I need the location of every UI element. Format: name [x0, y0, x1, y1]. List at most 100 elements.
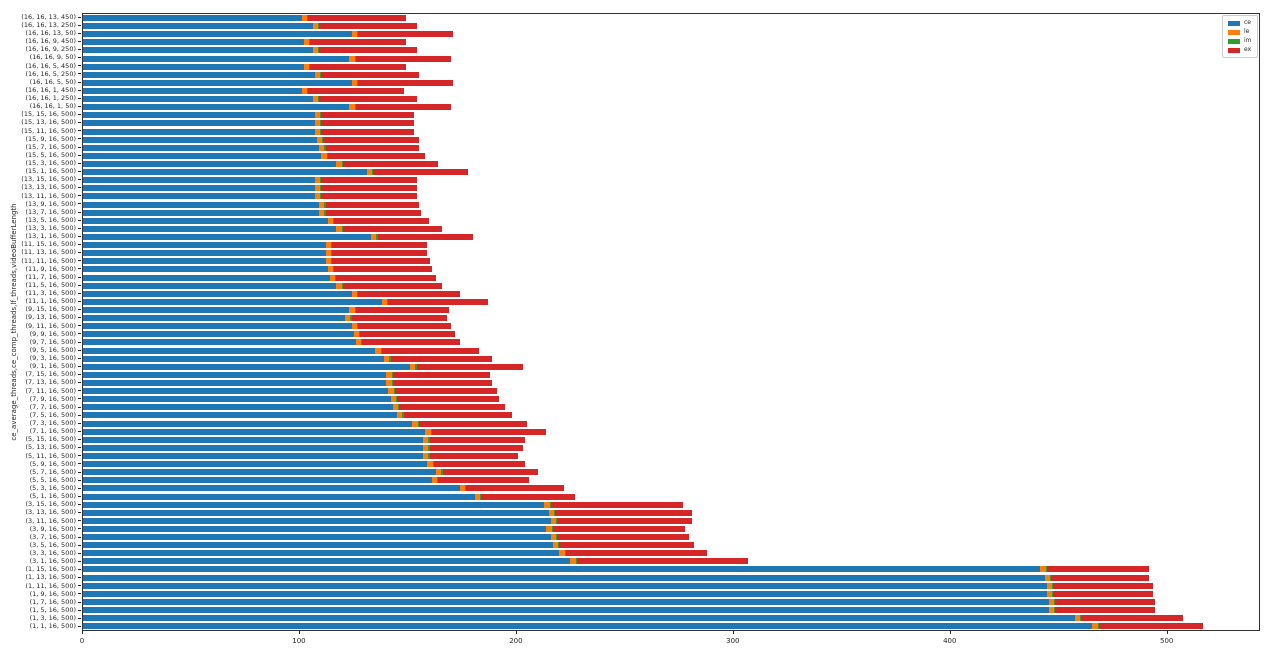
bar-segment-im: [387, 298, 389, 305]
x-axis: 0 100 200 300 400 500: [80, 631, 1260, 653]
bar-segment-ce: [83, 161, 337, 168]
x-tick-mark: [298, 631, 300, 634]
bar-segment-ex: [358, 79, 454, 86]
y-tick-label: (16, 16, 1, 50): [0, 102, 81, 110]
y-tick-label: (3, 13, 16, 500): [0, 509, 81, 517]
stacked-bar: [83, 550, 1259, 557]
legend-swatch-ex-icon: [1228, 47, 1240, 53]
bar-segment-im: [376, 234, 378, 240]
bar-segment-im: [1045, 566, 1047, 573]
bar-segment-im: [556, 534, 558, 541]
bar-segment-im: [330, 250, 333, 257]
bar-row: [83, 46, 1259, 54]
stacked-bar: [83, 225, 1259, 232]
bar-segment-im: [341, 161, 343, 168]
bar-segment-ex: [323, 136, 419, 143]
stacked-bar: [83, 306, 1259, 313]
stacked-bar: [83, 404, 1259, 411]
y-tick-label: (5, 7, 16, 500): [0, 468, 81, 476]
bar-segment-im: [330, 258, 333, 265]
bar-segment-le: [436, 469, 442, 476]
y-tick-label: (5, 15, 16, 500): [0, 436, 81, 444]
bar-row: [83, 87, 1259, 95]
y-tick-label: (15, 9, 16, 500): [0, 135, 81, 143]
stacked-bar: [83, 477, 1259, 484]
bar-row: [83, 395, 1259, 403]
bar-segment-le: [353, 331, 360, 338]
bar-segment-ex: [377, 234, 473, 240]
x-tick-label: 300: [726, 637, 740, 645]
bar-row: [83, 233, 1259, 241]
stacked-bar: [83, 71, 1259, 78]
bar-segment-ce: [83, 388, 389, 395]
bar-segment-ex: [355, 55, 452, 62]
y-tick-label: (9, 7, 16, 500): [0, 338, 81, 346]
bar-segment-ce: [83, 485, 460, 492]
bar-segment-ce: [83, 63, 304, 70]
bar-segment-im: [402, 412, 404, 419]
legend-item-le: le: [1228, 29, 1252, 35]
stacked-bar: [83, 290, 1259, 297]
stacked-bar: [83, 607, 1259, 614]
bar-segment-im: [341, 282, 343, 289]
bar-segment-ex: [433, 461, 525, 468]
bar-segment-ce: [83, 607, 1049, 614]
bar-segment-ex: [319, 47, 417, 54]
stacked-bar: [83, 266, 1259, 273]
stacked-bar: [83, 420, 1259, 427]
y-tick-label: (1, 1, 16, 500): [0, 622, 81, 630]
bar-row: [83, 314, 1259, 322]
bar-segment-le: [329, 274, 336, 281]
bar-segment-im: [432, 461, 434, 468]
bar-segment-im: [309, 63, 311, 70]
bar-row: [83, 557, 1259, 565]
bar-row: [83, 322, 1259, 330]
bar-segment-ce: [83, 144, 320, 151]
legend-label-ex: ex: [1244, 46, 1252, 53]
bar-segment-ce: [83, 128, 315, 135]
bar-segment-im: [415, 363, 417, 370]
bar-segment-ex: [559, 542, 694, 549]
bar-segment-ex: [1053, 582, 1153, 589]
stacked-bar: [83, 23, 1259, 30]
y-tick-label: (1, 11, 16, 500): [0, 582, 81, 590]
bar-segment-im: [389, 355, 391, 362]
stacked-bar: [83, 128, 1259, 135]
bar-segment-ce: [83, 217, 328, 224]
bar-row: [83, 574, 1259, 582]
bar-segment-le: [410, 363, 416, 370]
bar-segment-ex: [429, 452, 519, 459]
bar-segment-im: [558, 542, 560, 549]
bar-segment-ce: [83, 623, 1093, 630]
bar-segment-im: [320, 112, 322, 119]
y-tick-label: (16, 16, 9, 50): [0, 54, 81, 62]
bar-segment-ex: [392, 371, 491, 378]
stacked-bar: [83, 39, 1259, 46]
stacked-bar: [83, 15, 1259, 22]
bar-segment-ex: [342, 161, 439, 168]
bar-segment-le: [1046, 590, 1053, 597]
bar-row: [83, 598, 1259, 606]
bar-row: [83, 501, 1259, 509]
stacked-bar: [83, 371, 1259, 378]
x-tick-mark: [82, 631, 83, 634]
stacked-bar: [83, 209, 1259, 216]
bar-segment-ce: [83, 298, 382, 305]
bar-segment-ex: [321, 193, 417, 200]
bar-segment-le: [412, 420, 418, 427]
bar-segment-ce: [83, 517, 551, 524]
bar-row: [83, 614, 1259, 622]
bar-segment-le: [312, 23, 318, 30]
bar-segment-le: [345, 315, 351, 322]
bar-row: [83, 517, 1259, 525]
bar-rows-container: [83, 14, 1259, 630]
legend-label-ce: ce: [1244, 19, 1251, 26]
bar-segment-ex: [431, 428, 547, 435]
y-tick-label: (13, 1, 16, 500): [0, 232, 81, 240]
y-tick-label: (7, 7, 16, 500): [0, 403, 81, 411]
bar-row: [83, 176, 1259, 184]
bar-segment-ex: [334, 217, 430, 224]
bar-segment-le: [321, 152, 327, 159]
bar-segment-ce: [83, 242, 326, 249]
bar-segment-ex: [342, 282, 443, 289]
